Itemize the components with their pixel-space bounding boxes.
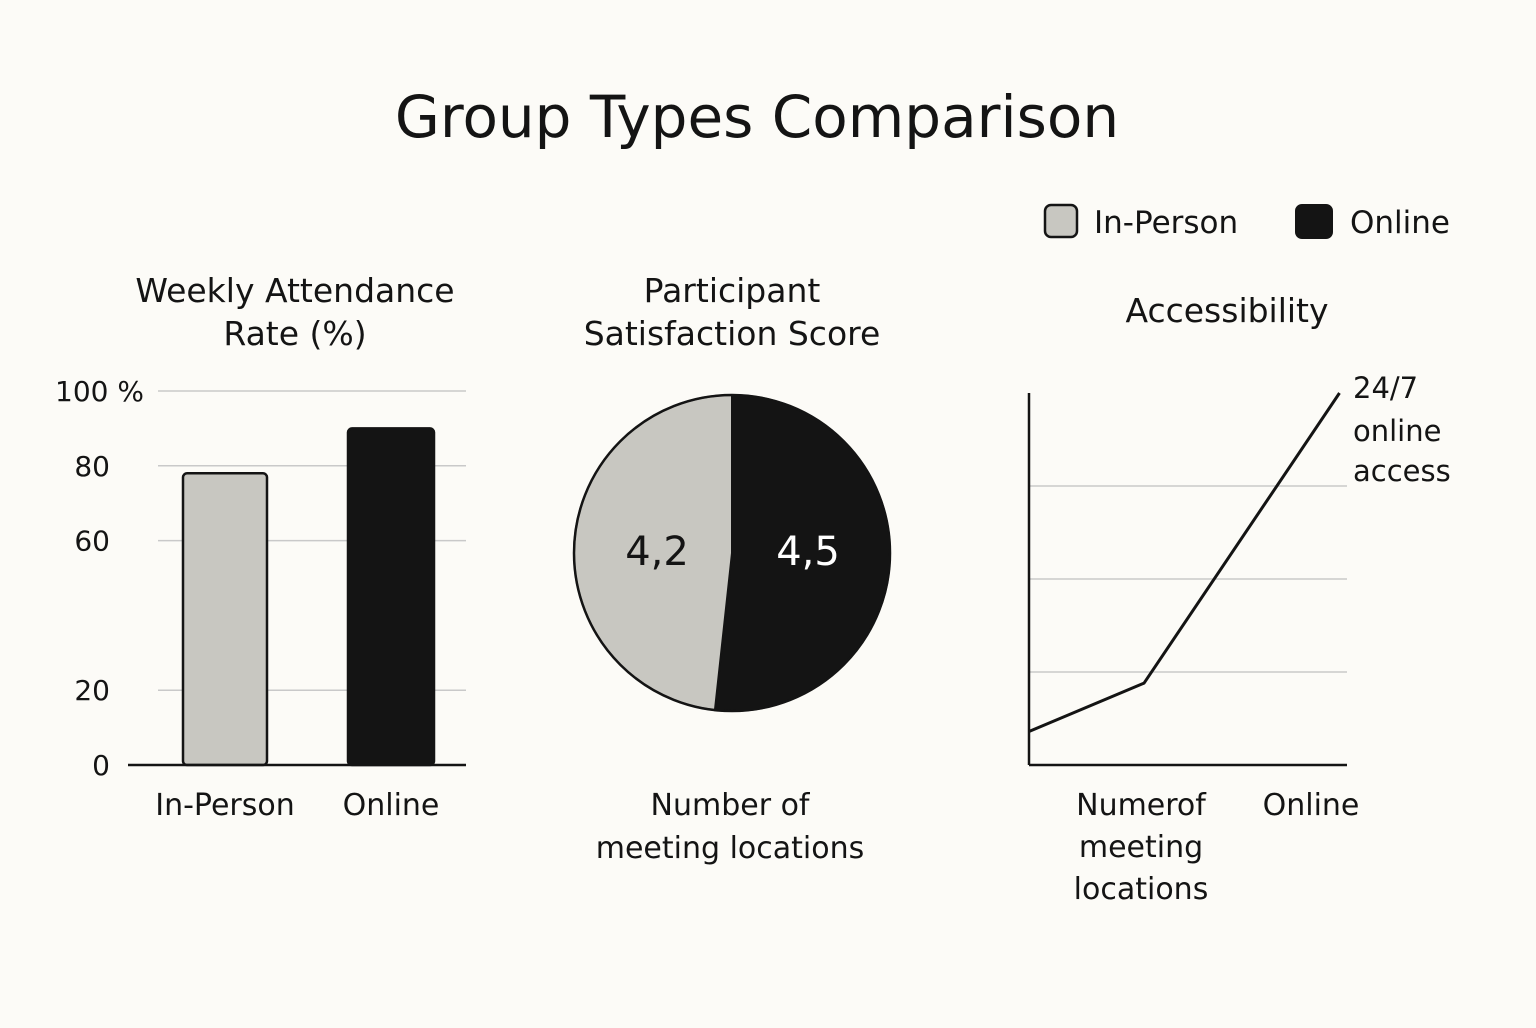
pie-outline — [572, 393, 892, 713]
legend-swatch-online — [1295, 204, 1333, 239]
bar-category-label: In-Person — [155, 788, 295, 823]
bar-online — [346, 427, 436, 767]
bar-chart-title-line-1: Weekly Attendance — [135, 271, 454, 310]
legend: In-Person Online — [1043, 203, 1450, 241]
accessibility-line — [1028, 392, 1341, 733]
line-category-1-line-2: meeting — [1079, 830, 1203, 865]
line-category-1-line-1: Numerof — [1076, 788, 1207, 823]
legend-swatch-in-person — [1043, 203, 1079, 239]
bar-chart-title-line-2: Rate (%) — [223, 314, 366, 353]
satisfaction-pie-chart: Participant Satisfaction Score 4,5 4,2 Nu… — [572, 271, 892, 866]
line-annotation-line-1: 24/7 — [1353, 371, 1418, 405]
bar-y-tick-label: 0 — [92, 749, 110, 782]
pie-chart-title-line-1: Participant — [644, 271, 821, 310]
bar-y-tick-label: 20 — [74, 674, 110, 707]
bar-y-tick-label: 80 — [74, 450, 110, 483]
bar-category-label: Online — [343, 788, 440, 823]
line-chart-title: Accessibility — [1125, 291, 1328, 330]
pie-caption-line-2: meeting locations — [596, 831, 865, 866]
line-category-2: Online — [1263, 788, 1360, 823]
pie-slice-in-person-label: 4,2 — [625, 529, 689, 575]
bar-y-tick-label: 100 % — [55, 375, 144, 408]
page-title: Group Types Comparison — [395, 83, 1119, 151]
pie-slice-online-label: 4,5 — [776, 529, 840, 575]
line-category-1-line-3: locations — [1074, 872, 1209, 907]
pie-caption-line-1: Number of — [651, 788, 811, 823]
line-annotation-line-2: online — [1353, 414, 1441, 448]
pie-chart-title-line-2: Satisfaction Score — [584, 314, 881, 353]
legend-label-in-person: In-Person — [1094, 205, 1238, 241]
line-annotation-line-3: access — [1353, 454, 1451, 488]
legend-label-online: Online — [1350, 205, 1450, 241]
bar-in-person — [181, 472, 269, 767]
bar-y-tick-label: 60 — [74, 525, 110, 558]
accessibility-line-chart: Accessibility 24/7 online access Numerof… — [1027, 291, 1451, 907]
